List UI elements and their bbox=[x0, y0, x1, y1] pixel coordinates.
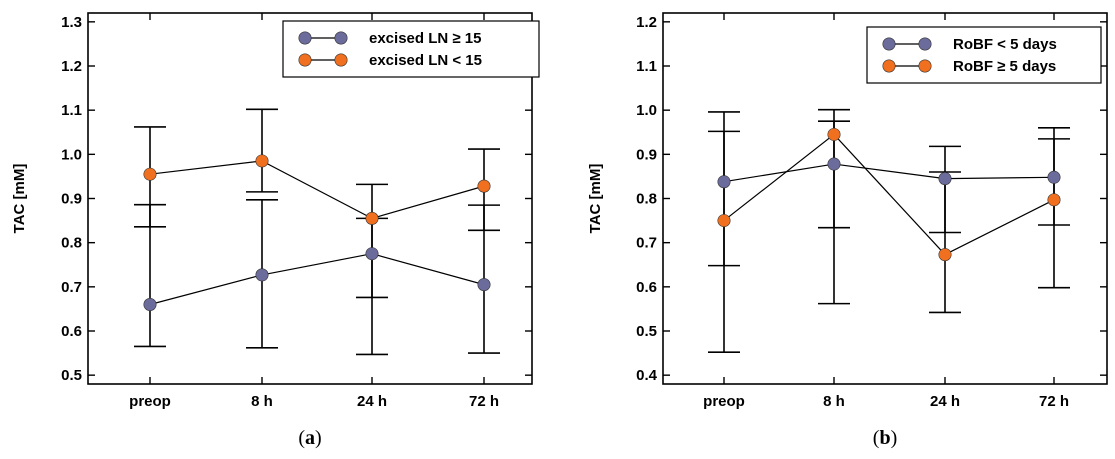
y-tick-label: 0.8 bbox=[61, 235, 82, 252]
panel-label-letter: a bbox=[305, 427, 315, 449]
series-2 bbox=[717, 127, 1061, 262]
series-line bbox=[149, 253, 485, 306]
y-tick-label: 1.0 bbox=[61, 146, 82, 163]
data-point bbox=[477, 179, 491, 193]
data-point bbox=[365, 211, 379, 225]
legend-marker bbox=[298, 31, 312, 45]
series-1 bbox=[717, 157, 1061, 189]
y-tick-label: 1.3 bbox=[61, 14, 82, 31]
y-tick-label: 1.2 bbox=[636, 14, 657, 31]
x-tick-label: preop bbox=[703, 393, 745, 410]
data-point bbox=[827, 127, 841, 141]
data-point bbox=[717, 175, 731, 189]
legend: excised LN ≥ 15 excised LN < 15 bbox=[282, 20, 540, 78]
legend-label: excised LN < 15 bbox=[369, 52, 482, 69]
legend-marker bbox=[918, 37, 932, 51]
panel-label-close: ) bbox=[315, 427, 322, 449]
y-tick-label: 0.5 bbox=[636, 323, 657, 340]
data-point bbox=[1047, 170, 1061, 184]
chart-panel-a: 0.5 0.6 0.7 0.8 0.9 1.0 1.1 1.2 1.3 preop 8 h 24 h 7… bbox=[11, 12, 540, 449]
legend: RoBF < 5 days RoBF ≥ 5 days bbox=[866, 26, 1102, 84]
legend-label: RoBF < 5 days bbox=[953, 36, 1057, 53]
y-tick-label: 0.6 bbox=[636, 279, 657, 296]
y-axis-label: TAC [mM] bbox=[11, 164, 28, 234]
legend-marker bbox=[334, 31, 348, 45]
x-tick-label: preop bbox=[129, 393, 171, 410]
legend-marker bbox=[882, 59, 896, 73]
legend-marker bbox=[298, 53, 312, 67]
series-1-errorbars bbox=[134, 199, 500, 356]
panel-label-letter: b bbox=[879, 427, 890, 449]
legend-marker bbox=[334, 53, 348, 67]
x-tick-label: 24 h bbox=[930, 393, 960, 410]
legend-box bbox=[282, 20, 540, 78]
series-line bbox=[149, 160, 485, 220]
legend-marker bbox=[882, 37, 896, 51]
data-point bbox=[1047, 193, 1061, 207]
data-point bbox=[143, 167, 157, 181]
legend-box bbox=[866, 26, 1102, 84]
x-tick-label: 24 h bbox=[357, 393, 387, 410]
panel-label-close: ) bbox=[891, 427, 898, 449]
legend-label: excised LN ≥ 15 bbox=[369, 30, 481, 47]
y-tick-label: 0.9 bbox=[636, 146, 657, 163]
panel-label-open: ( bbox=[873, 427, 880, 449]
series-line bbox=[723, 133, 1055, 256]
y-tick-label: 1.0 bbox=[636, 102, 657, 119]
data-point bbox=[255, 268, 269, 282]
panel-label-open: ( bbox=[298, 427, 305, 449]
y-tick-label: 1.1 bbox=[61, 102, 82, 119]
y-tick-label: 0.9 bbox=[61, 191, 82, 208]
y-tick-label: 0.7 bbox=[61, 279, 82, 296]
y-axis-label: TAC [mM] bbox=[587, 164, 604, 234]
legend-marker bbox=[918, 59, 932, 73]
panel-label: (b) bbox=[873, 427, 897, 449]
y-tick-label: 0.8 bbox=[636, 191, 657, 208]
x-tick-label: 8 h bbox=[823, 393, 845, 410]
data-point bbox=[938, 172, 952, 186]
data-point bbox=[255, 154, 269, 168]
series-2-errorbars bbox=[134, 108, 500, 299]
data-point bbox=[143, 297, 157, 311]
series-2 bbox=[143, 154, 491, 225]
data-point bbox=[938, 248, 952, 262]
series-1 bbox=[143, 247, 491, 311]
legend-label: RoBF ≥ 5 days bbox=[953, 58, 1056, 75]
x-tick-label: 72 h bbox=[469, 393, 499, 410]
y-tick-label: 1.2 bbox=[61, 58, 82, 75]
data-point bbox=[477, 278, 491, 292]
panel-label: (a) bbox=[298, 427, 321, 449]
data-point bbox=[717, 214, 731, 228]
y-tick-label: 0.6 bbox=[61, 323, 82, 340]
data-point bbox=[827, 157, 841, 171]
x-tick-label: 8 h bbox=[251, 393, 273, 410]
data-point bbox=[365, 247, 379, 261]
y-tick-label: 0.5 bbox=[61, 367, 82, 384]
y-tick-label: 0.7 bbox=[636, 235, 657, 252]
chart-panel-b: 0.4 0.5 0.6 0.7 0.8 0.9 1.0 1.1 1.2 preop 8 h 24 h 7… bbox=[587, 12, 1108, 449]
series-line bbox=[723, 163, 1055, 183]
y-tick-label: 0.4 bbox=[636, 367, 658, 384]
x-tick-label: 72 h bbox=[1039, 393, 1069, 410]
series-2-errorbars bbox=[708, 108, 1070, 354]
y-tick-label: 1.1 bbox=[636, 58, 657, 75]
